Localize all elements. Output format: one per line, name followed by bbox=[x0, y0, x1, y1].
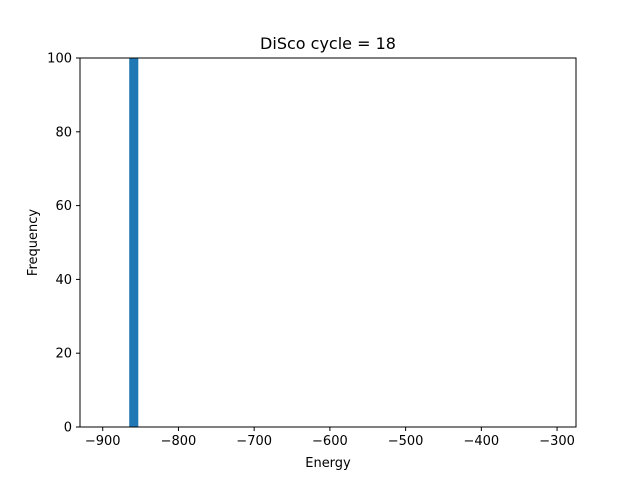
y-tick-label-3: 60 bbox=[55, 199, 72, 214]
chart-title: DiSco cycle = 18 bbox=[260, 34, 396, 53]
x-tick-label-4: −500 bbox=[388, 434, 424, 449]
axes-frame bbox=[79, 57, 577, 428]
y-tick-label-4: 80 bbox=[55, 125, 72, 140]
y-tick-label-5: 100 bbox=[47, 52, 72, 67]
y-axis-ticks: 0 20 40 60 80 100 bbox=[47, 52, 80, 436]
x-tick-label-2: −700 bbox=[236, 434, 272, 449]
x-axis-ticks: −900 −800 −700 −600 −500 −400 −300 bbox=[85, 427, 575, 449]
x-tick-label-0: −900 bbox=[85, 434, 121, 449]
y-tick-label-2: 40 bbox=[55, 273, 72, 288]
y-tick-label-0: 0 bbox=[64, 421, 72, 436]
y-axis-label: Frequency bbox=[26, 209, 41, 276]
x-tick-label-6: −300 bbox=[539, 434, 575, 449]
y-tick-label-1: 20 bbox=[55, 347, 72, 362]
x-tick-label-1: −800 bbox=[161, 434, 197, 449]
x-axis-label: Energy bbox=[305, 456, 351, 471]
x-tick-label-5: −400 bbox=[463, 434, 499, 449]
histogram-bars bbox=[129, 58, 139, 427]
x-tick-label-3: −600 bbox=[312, 434, 348, 449]
histogram-bar-0 bbox=[129, 58, 139, 427]
